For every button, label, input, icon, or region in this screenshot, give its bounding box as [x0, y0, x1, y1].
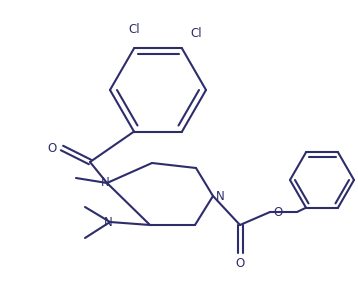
Text: O: O: [273, 205, 282, 218]
Text: N: N: [103, 215, 112, 229]
Text: O: O: [48, 141, 57, 155]
Text: N: N: [101, 176, 110, 189]
Text: O: O: [235, 257, 245, 270]
Text: Cl: Cl: [128, 23, 140, 36]
Text: N: N: [216, 189, 225, 202]
Text: Cl: Cl: [190, 28, 202, 41]
